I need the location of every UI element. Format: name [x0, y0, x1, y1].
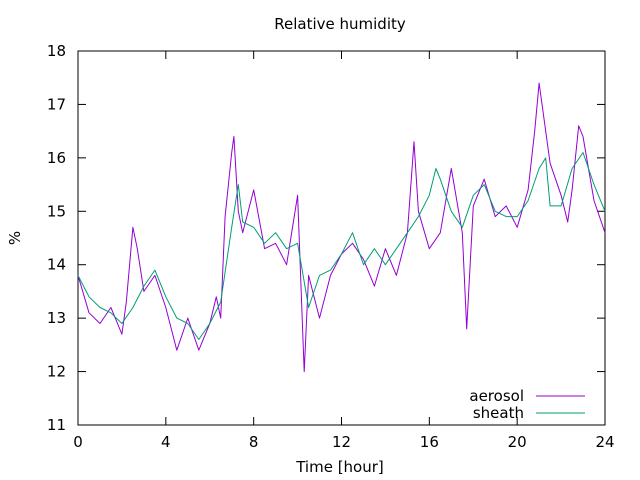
series-line-aerosol	[77, 82, 606, 373]
x-tick-label: 8	[249, 433, 259, 451]
x-tick-label: 4	[161, 433, 171, 451]
chart-title: Relative humidity	[274, 15, 406, 33]
x-tick-label: 0	[73, 433, 83, 451]
y-tick-label: 13	[47, 309, 66, 327]
x-axis-label: Time [hour]	[295, 458, 384, 476]
legend-label-sheath: sheath	[473, 404, 524, 422]
y-tick-label: 18	[47, 42, 66, 60]
y-tick-label: 12	[47, 363, 66, 381]
x-tick-label: 20	[508, 433, 527, 451]
x-tick-label: 12	[332, 433, 351, 451]
y-tick-label: 17	[47, 95, 66, 113]
series-lines	[77, 82, 606, 373]
y-tick-label: 11	[47, 416, 66, 434]
series-line-sheath	[77, 152, 606, 340]
plot-frame	[77, 50, 606, 426]
y-tick-label: 15	[47, 202, 66, 220]
y-tick-label: 14	[47, 256, 66, 274]
axis-ticks: 0 4 8 12 16 20 24 11 12 13 14 15 16 17 18	[47, 42, 615, 451]
x-tick-label: 24	[595, 433, 614, 451]
x-tick-label: 16	[420, 433, 439, 451]
legend-label-aerosol: aerosol	[469, 387, 524, 405]
y-tick-label: 16	[47, 149, 66, 167]
y-axis-label: %	[6, 231, 24, 245]
